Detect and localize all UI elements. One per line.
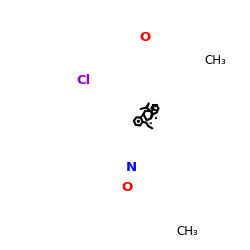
Text: O: O (122, 181, 133, 194)
Text: N: N (126, 161, 137, 174)
Text: Cl: Cl (76, 74, 90, 87)
Text: CH₃: CH₃ (176, 225, 198, 238)
Text: O: O (139, 32, 150, 44)
Text: CH₃: CH₃ (204, 54, 226, 67)
